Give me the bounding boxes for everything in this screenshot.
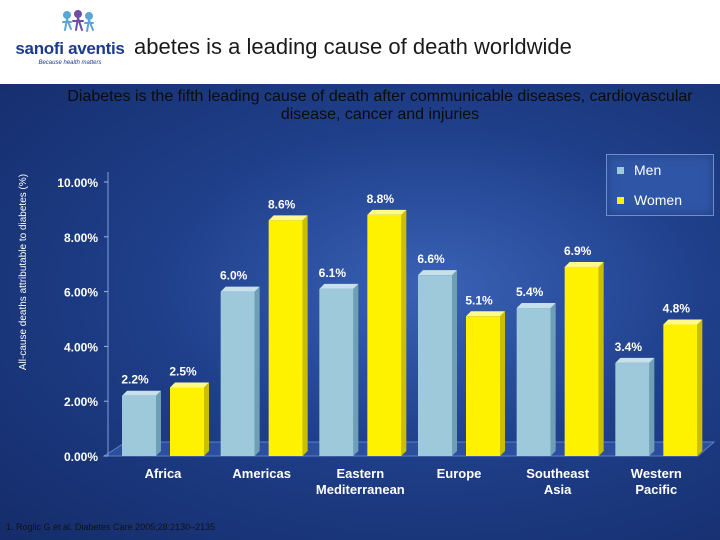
- y-tick-label: 10.00%: [57, 176, 98, 190]
- bar-side: [254, 286, 260, 456]
- data-label: 3.4%: [615, 340, 643, 354]
- data-label: 2.2%: [121, 373, 149, 387]
- footnote: 1. Roglic G et al. Diabetes Care 2005;28…: [6, 522, 216, 532]
- chart-subtitle: Diabetes is the fifth leading cause of d…: [67, 88, 693, 123]
- legend-swatch-women: [617, 196, 624, 204]
- logo-figures-icon: [62, 10, 94, 32]
- legend-item-men: Men: [617, 161, 661, 179]
- bar-side: [204, 382, 209, 456]
- bar-top: [663, 319, 703, 325]
- bar-top: [122, 390, 161, 396]
- x-tick-label: Asia: [544, 482, 572, 497]
- legend-label-men: Men: [634, 162, 662, 178]
- y-tick-label: 6.00%: [64, 286, 98, 300]
- data-label: 8.6%: [268, 197, 296, 211]
- data-label: 4.8%: [663, 301, 691, 315]
- bar-side: [401, 209, 407, 456]
- bar-side: [550, 303, 556, 456]
- bar-men-5: [615, 362, 650, 456]
- bar-men-1: [220, 291, 255, 456]
- x-tick-label: Europe: [437, 466, 482, 481]
- data-label: 5.1%: [465, 293, 493, 307]
- y-tick-label: 4.00%: [64, 340, 98, 354]
- data-label: 6.1%: [319, 266, 347, 280]
- bar-side: [156, 390, 161, 456]
- header-bar: sanofi aventis Because health matters ab…: [0, 0, 720, 84]
- bar-top: [564, 261, 604, 267]
- x-tick-label: Eastern: [336, 466, 384, 481]
- y-tick-label: 0.00%: [64, 450, 98, 464]
- x-tick-label: Southeast: [526, 466, 590, 481]
- bar-top: [466, 311, 505, 317]
- bar-men-2: [319, 288, 354, 456]
- bar-top: [170, 382, 209, 388]
- bar-top: [516, 303, 556, 309]
- bar-women-5: [663, 324, 698, 456]
- bar-top: [367, 209, 407, 215]
- data-label: 5.4%: [516, 285, 544, 299]
- bar-women-0: [170, 387, 204, 456]
- bar-side: [452, 270, 457, 456]
- legend-item-women: Women: [617, 191, 682, 209]
- bar-women-3: [466, 316, 500, 456]
- data-label: 6.6%: [417, 252, 445, 266]
- slide-title: abetes is a leading cause of death world…: [134, 34, 572, 59]
- bar-top: [418, 270, 457, 276]
- bar-side: [697, 319, 703, 456]
- y-tick-label: 2.00%: [64, 395, 98, 409]
- bar-side: [302, 215, 308, 456]
- bar-side: [500, 311, 505, 456]
- bar-men-4: [516, 308, 551, 456]
- chart-legend: Men Women: [606, 154, 714, 216]
- logo-tagline: Because health matters: [38, 60, 102, 66]
- y-axis-label: All-cause deaths attributable to diabete…: [18, 173, 29, 371]
- logo-wordmark: sanofi aventis: [15, 39, 125, 58]
- bar-men-3: [418, 275, 452, 456]
- sanofi-aventis-logo: sanofi aventis Because health matters: [6, 6, 134, 72]
- bar-women-1: [268, 220, 303, 456]
- bar-side: [353, 283, 359, 456]
- bar-side: [598, 261, 604, 456]
- y-tick-label: 8.00%: [64, 231, 98, 245]
- x-tick-label: Pacific: [635, 482, 677, 497]
- bar-top: [319, 283, 359, 289]
- legend-label-women: Women: [634, 192, 682, 208]
- bar-women-2: [367, 214, 402, 456]
- bar-women-4: [564, 266, 599, 456]
- x-tick-label: Africa: [145, 466, 183, 481]
- bar-men-0: [122, 395, 156, 456]
- bar-top: [268, 215, 308, 221]
- bar-top: [615, 357, 655, 363]
- legend-swatch-men: [617, 166, 624, 174]
- x-tick-label: Mediterranean: [316, 482, 405, 497]
- data-label: 6.9%: [564, 244, 592, 258]
- x-tick-label: Western: [631, 466, 682, 481]
- bar-top: [220, 286, 260, 292]
- data-label: 2.5%: [169, 365, 197, 379]
- bar-side: [649, 357, 655, 456]
- x-tick-label: Americas: [232, 466, 291, 481]
- data-label: 8.8%: [367, 192, 395, 206]
- data-label: 6.0%: [220, 269, 248, 283]
